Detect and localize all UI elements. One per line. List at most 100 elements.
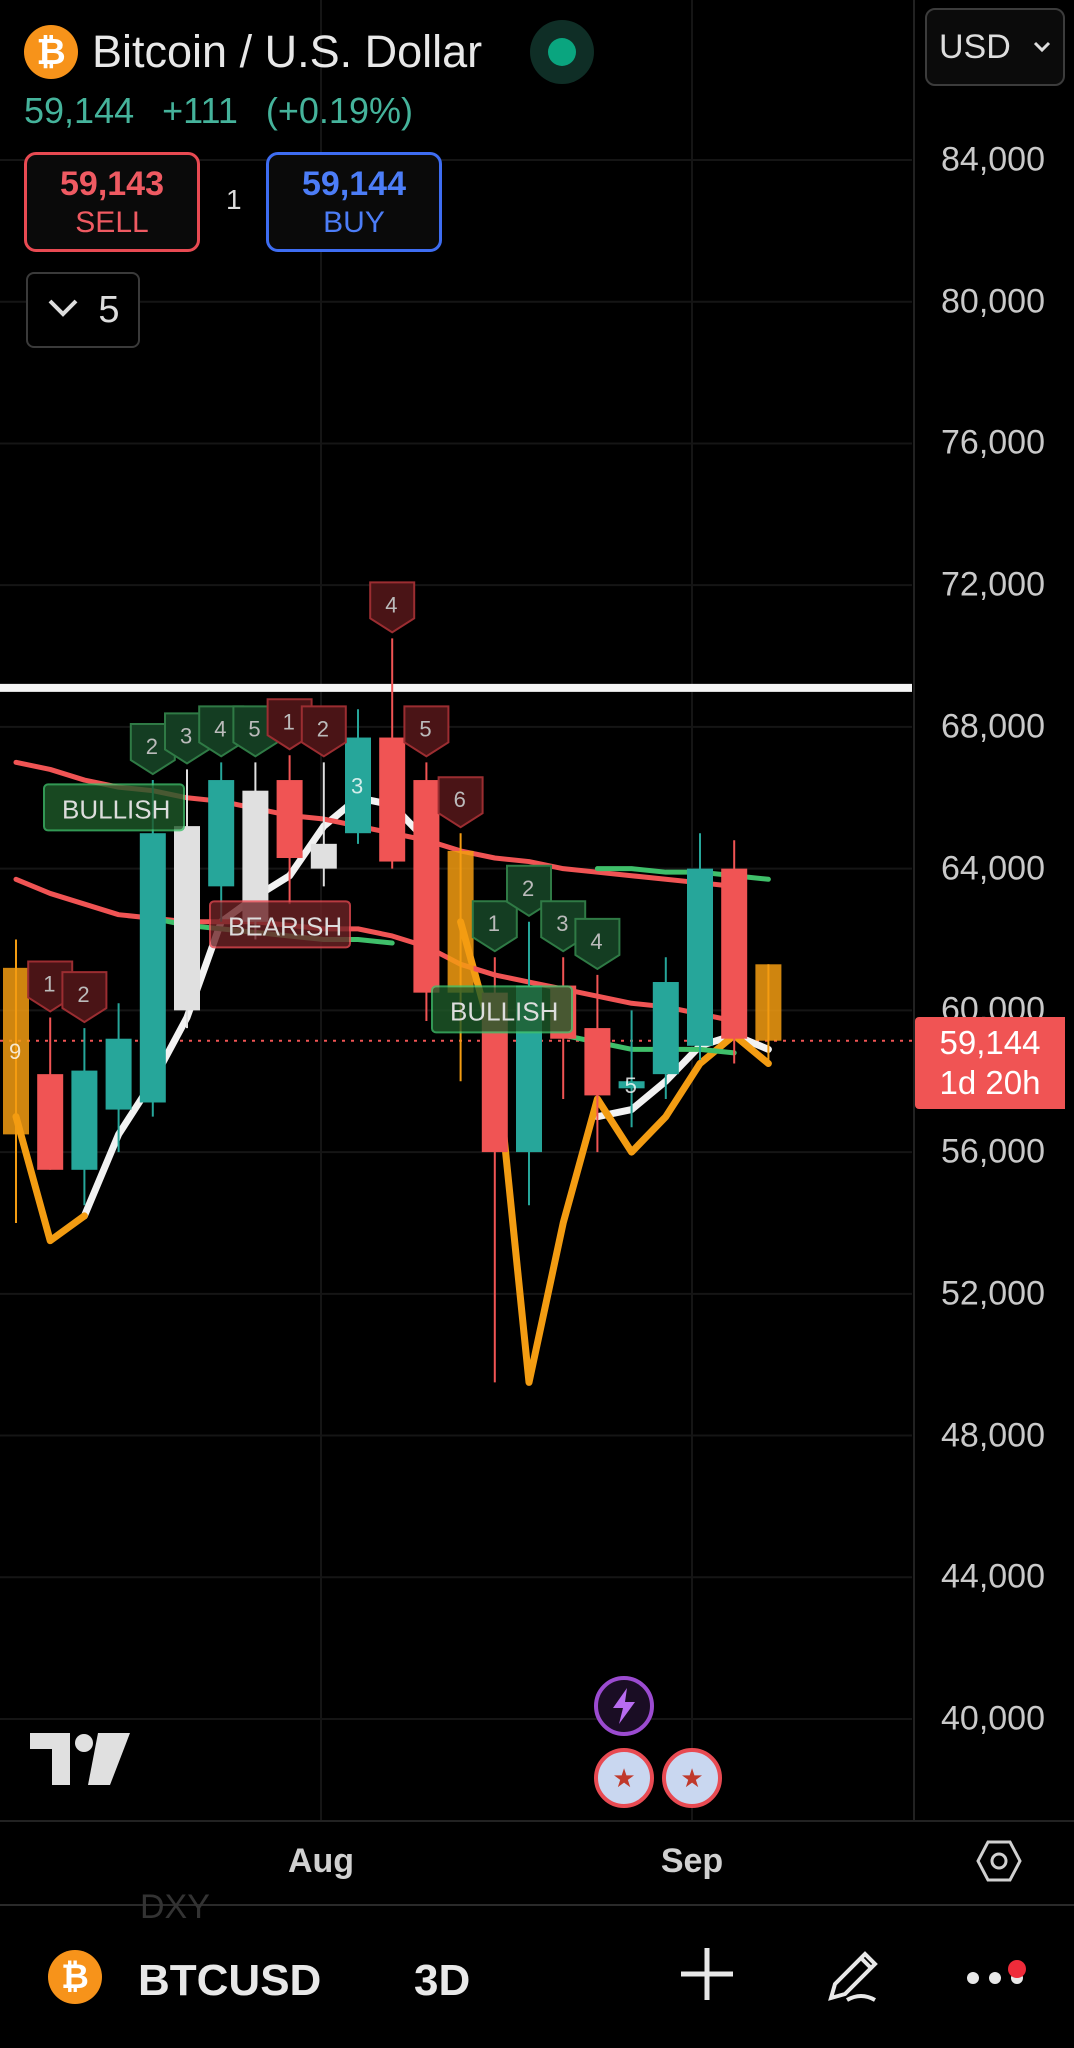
candle [276,755,303,905]
sequence-counter-text: 4 [385,592,397,617]
candle [242,762,269,940]
candle-body [3,967,29,1135]
sell-button[interactable]: 59,143 SELL [24,152,200,252]
candle [105,1003,132,1153]
sell-price: 59,143 [60,165,164,203]
sequence-counter: 5 [625,1073,637,1098]
candle [687,833,713,1060]
more-icon[interactable] [960,1944,1030,2014]
interval-button[interactable]: 3D [414,1956,471,2005]
buy-price: 59,144 [302,165,406,203]
sequence-counter-badge [61,971,108,1024]
notification-dot [1008,1960,1026,1978]
sequence-counter: 4 [574,917,621,971]
indicators-toggle-button[interactable]: 5 [26,272,140,348]
candle [618,1010,645,1128]
candle [345,709,371,844]
sequence-counter: 2 [61,971,108,1024]
price-axis-label: 44,000 [941,1557,1045,1596]
indicators-count: 5 [98,288,120,331]
candle [379,638,406,869]
sell-label: SELL [75,206,149,239]
currency-value: USD [939,27,1011,66]
price-axis[interactable]: USD 84,000 80,000 76,000 72,000 68,000 64,000… [913,0,1074,1820]
sequence-counter-text: 1 [283,709,295,734]
plus-icon[interactable] [672,1944,742,2014]
price-axis-label: 52,000 [941,1274,1045,1313]
sequence-counter-badge [300,705,347,758]
signal-label: BULLISH [43,783,185,832]
candle-body [755,964,782,1041]
sequence-counter-text: 9 [9,1039,21,1064]
lightning-icon[interactable] [594,1676,654,1736]
candle-body [71,1070,98,1170]
chevron-down-icon [1033,36,1051,59]
signal-label-box [431,985,573,1034]
current-price-value: 59,144 [939,1023,1041,1061]
sequence-counter: 2 [506,864,552,917]
symbol-button[interactable]: BTCUSD [138,1956,322,2005]
currency-select[interactable]: USD [925,8,1065,86]
price-axis-label: 68,000 [941,707,1045,746]
sequence-counter-text: 5 [419,716,431,741]
candle [139,780,166,1117]
sequence-counter-badge [540,900,587,953]
candle [721,840,748,1064]
sequence-counter-text: 2 [77,982,89,1007]
candle-body [139,833,166,1103]
symbol-title[interactable]: Bitcoin / U.S. Dollar [92,26,483,77]
price-change: +111 [162,90,238,131]
sequence-counter: 4 [198,705,245,758]
sequence-counter-text: 1 [43,971,55,996]
candle [174,769,200,1029]
sequence-counter: 3 [540,900,587,953]
candle-body [618,1081,645,1089]
candle-body [447,850,474,993]
price-change-percent: (+0.19%) [265,90,413,131]
signal-label-text: BEARISH [228,911,342,941]
sequence-counter-badge [574,917,621,971]
chart-settings-icon[interactable] [976,1838,1022,1884]
sequence-counter-text: 5 [625,1073,637,1098]
sequence-counter: 1 [27,960,74,1013]
price-axis-label: 76,000 [941,423,1045,462]
last-price: 59,144 [24,90,135,131]
candle-body [721,868,748,1039]
indicator-line [12,1113,88,1245]
signal-label-text: BULLISH [62,794,170,824]
sequence-counter-badge [506,864,552,917]
candle [652,957,679,1099]
us-flag-icon[interactable]: ★ [594,1748,654,1808]
candle-body [174,826,200,1011]
time-axis[interactable]: Aug Sep [0,1820,1074,1906]
time-label-aug: Aug [287,1842,355,1880]
tradingview-logo[interactable] [30,1730,130,1799]
price-axis-label: 72,000 [941,565,1045,604]
sequence-counter-text: 3 [180,723,192,748]
candle [755,964,782,1064]
bitcoin-icon[interactable]: ₿ [48,1950,102,2004]
price-axis-label: 40,000 [941,1699,1045,1738]
buy-button[interactable]: 59,144 BUY [266,152,442,252]
us-flag-icon[interactable]: ★ [662,1748,722,1808]
market-status-icon[interactable] [530,20,595,84]
candle [3,939,29,1223]
candle [447,833,474,1082]
symbol-header[interactable]: ₿ Bitcoin / U.S. Dollar [24,20,595,84]
sequence-counter-badge [437,776,484,829]
sequence-counter: 1 [266,698,313,751]
candle-body [105,1038,132,1110]
candle [208,762,235,922]
sequence-counter: 2 [300,705,347,758]
candle [37,1017,64,1170]
signal-label-text: BULLISH [450,996,558,1026]
candle-body [208,780,235,887]
time-label-sep: Sep [660,1842,724,1880]
pencil-icon[interactable] [818,1944,888,2014]
signal-label-box [43,783,185,832]
current-price-tag: 59,144 1d 20h [915,1016,1065,1109]
price-axis-label: 64,000 [941,849,1045,888]
sequence-counter-badge [266,698,313,751]
bottom-toolbar: DXY ₿ BTCUSD 3D [0,1888,1074,2048]
